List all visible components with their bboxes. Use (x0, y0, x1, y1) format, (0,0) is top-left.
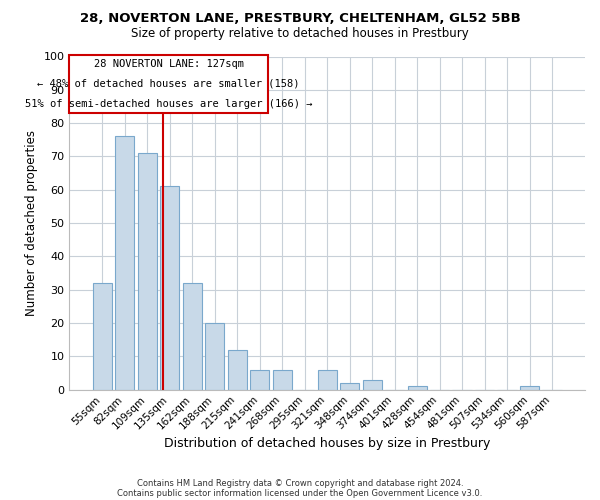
Text: ← 48% of detached houses are smaller (158): ← 48% of detached houses are smaller (15… (37, 79, 300, 89)
Bar (250, 370, 269, 390)
Text: 28, NOVERTON LANE, PRESTBURY, CHELTENHAM, GL52 5BB: 28, NOVERTON LANE, PRESTBURY, CHELTENHAM… (80, 12, 520, 26)
Bar (182, 283, 202, 390)
Bar (340, 383, 359, 390)
Text: 28 NOVERTON LANE: 127sqm: 28 NOVERTON LANE: 127sqm (94, 58, 244, 68)
Bar (362, 380, 382, 390)
Text: 51% of semi-detached houses are larger (166) →: 51% of semi-detached houses are larger (… (25, 100, 312, 110)
Bar (317, 370, 337, 390)
FancyBboxPatch shape (69, 55, 268, 113)
Y-axis label: Number of detached properties: Number of detached properties (25, 130, 38, 316)
Bar (407, 386, 427, 390)
Bar (205, 323, 224, 390)
Bar (227, 350, 247, 390)
X-axis label: Distribution of detached houses by size in Prestbury: Distribution of detached houses by size … (164, 437, 490, 450)
Text: Size of property relative to detached houses in Prestbury: Size of property relative to detached ho… (131, 28, 469, 40)
Bar (92, 283, 112, 390)
Bar (272, 370, 292, 390)
Bar (115, 136, 134, 390)
Bar (160, 186, 179, 390)
Text: Contains public sector information licensed under the Open Government Licence v3: Contains public sector information licen… (118, 488, 482, 498)
Text: Contains HM Land Registry data © Crown copyright and database right 2024.: Contains HM Land Registry data © Crown c… (137, 478, 463, 488)
Bar (520, 386, 539, 390)
Bar (137, 153, 157, 390)
